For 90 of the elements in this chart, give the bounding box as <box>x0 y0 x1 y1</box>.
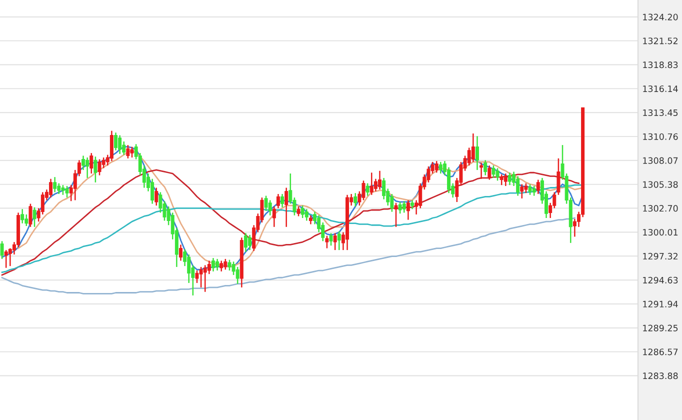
candlestick <box>496 168 500 182</box>
candlestick <box>178 244 182 262</box>
candlestick <box>154 187 158 206</box>
candlestick <box>118 134 122 155</box>
candlestick <box>492 164 496 179</box>
candlestick <box>438 161 442 174</box>
candlestick <box>211 257 215 272</box>
candlestick <box>402 200 406 214</box>
candlestick <box>276 193 280 209</box>
candlestick <box>370 172 374 196</box>
candlestick <box>236 266 240 284</box>
candlestick <box>536 179 540 195</box>
candlestick <box>65 185 69 198</box>
candlestick <box>378 170 382 190</box>
candlestick <box>90 152 94 174</box>
candlestick <box>268 200 272 216</box>
candlestick <box>366 182 370 196</box>
candlestick <box>329 232 333 246</box>
candlestick <box>53 176 57 193</box>
y-tick-label: 1302.70 <box>643 205 678 212</box>
y-tick-label: 1286.57 <box>643 348 678 356</box>
candlestick <box>300 204 304 219</box>
candlestick <box>228 259 232 272</box>
candlestick <box>508 172 512 186</box>
candlestick <box>126 144 130 160</box>
candlestick <box>130 146 134 158</box>
candlestick <box>49 178 53 198</box>
y-tick-label: 1310.76 <box>643 133 678 140</box>
candlestick <box>207 260 211 275</box>
candlestick <box>86 156 90 179</box>
candlestick <box>528 184 532 196</box>
y-tick-label: 1324.20 <box>643 14 678 20</box>
candlestick <box>220 260 224 272</box>
y-tick-label: 1300.01 <box>643 228 678 236</box>
candlestick <box>354 192 358 208</box>
candlestick <box>98 158 102 176</box>
candlestick <box>248 234 252 251</box>
candlestick <box>158 192 162 214</box>
y-tick-label: 1321.52 <box>643 38 678 44</box>
candlestick <box>500 174 504 186</box>
candlestick <box>475 136 479 171</box>
candlestick <box>333 232 337 251</box>
candlestick <box>304 208 308 222</box>
candlestick <box>337 230 341 251</box>
candlestick <box>4 249 8 268</box>
y-tick-label: 1297.32 <box>643 252 678 260</box>
candlestick <box>280 193 284 208</box>
line-series <box>1 217 576 294</box>
candlestick <box>284 187 288 228</box>
candlestick <box>406 200 410 220</box>
candlestick <box>216 258 220 272</box>
candlestick <box>203 264 207 292</box>
candlestick <box>488 164 492 180</box>
candlestick <box>20 208 24 224</box>
y-tick-label: 1318.83 <box>643 62 678 68</box>
candlestick <box>516 176 520 196</box>
candlestick <box>264 195 268 212</box>
y-tick-label: 1294.63 <box>643 276 678 284</box>
candlestick <box>102 156 106 169</box>
candlestick <box>28 203 32 228</box>
candlestick <box>244 232 248 252</box>
candlestick <box>520 184 524 200</box>
y-tick-label: 1308.07 <box>643 157 678 164</box>
candlestick <box>480 162 484 180</box>
y-tick-label: 1316.14 <box>643 85 678 92</box>
candlestick <box>434 160 438 174</box>
candlestick <box>398 201 402 214</box>
candlestick <box>32 206 36 228</box>
candlestick <box>272 206 276 228</box>
candlestick <box>224 258 228 270</box>
candlestick <box>504 172 508 187</box>
candlestick <box>325 235 329 249</box>
y-tick-label: 1283.88 <box>643 372 678 380</box>
candlestick <box>484 160 488 176</box>
y-tick-label: 1291.94 <box>643 300 678 308</box>
y-tick-label: 1305.38 <box>643 181 678 188</box>
candlestick <box>94 156 98 184</box>
candlestick <box>110 130 114 162</box>
candlestick <box>296 206 300 217</box>
candlestick <box>0 240 4 260</box>
candlestick <box>394 202 398 228</box>
candlestick <box>195 270 199 284</box>
candlestick <box>471 132 475 163</box>
y-tick-label: 1313.45 <box>643 109 678 116</box>
candlestick <box>40 192 44 216</box>
candlestick <box>199 266 203 288</box>
candlestick <box>61 184 65 196</box>
candlestick <box>532 185 536 196</box>
candlestick <box>114 132 118 152</box>
y-tick-label: 1289.25 <box>643 324 678 332</box>
